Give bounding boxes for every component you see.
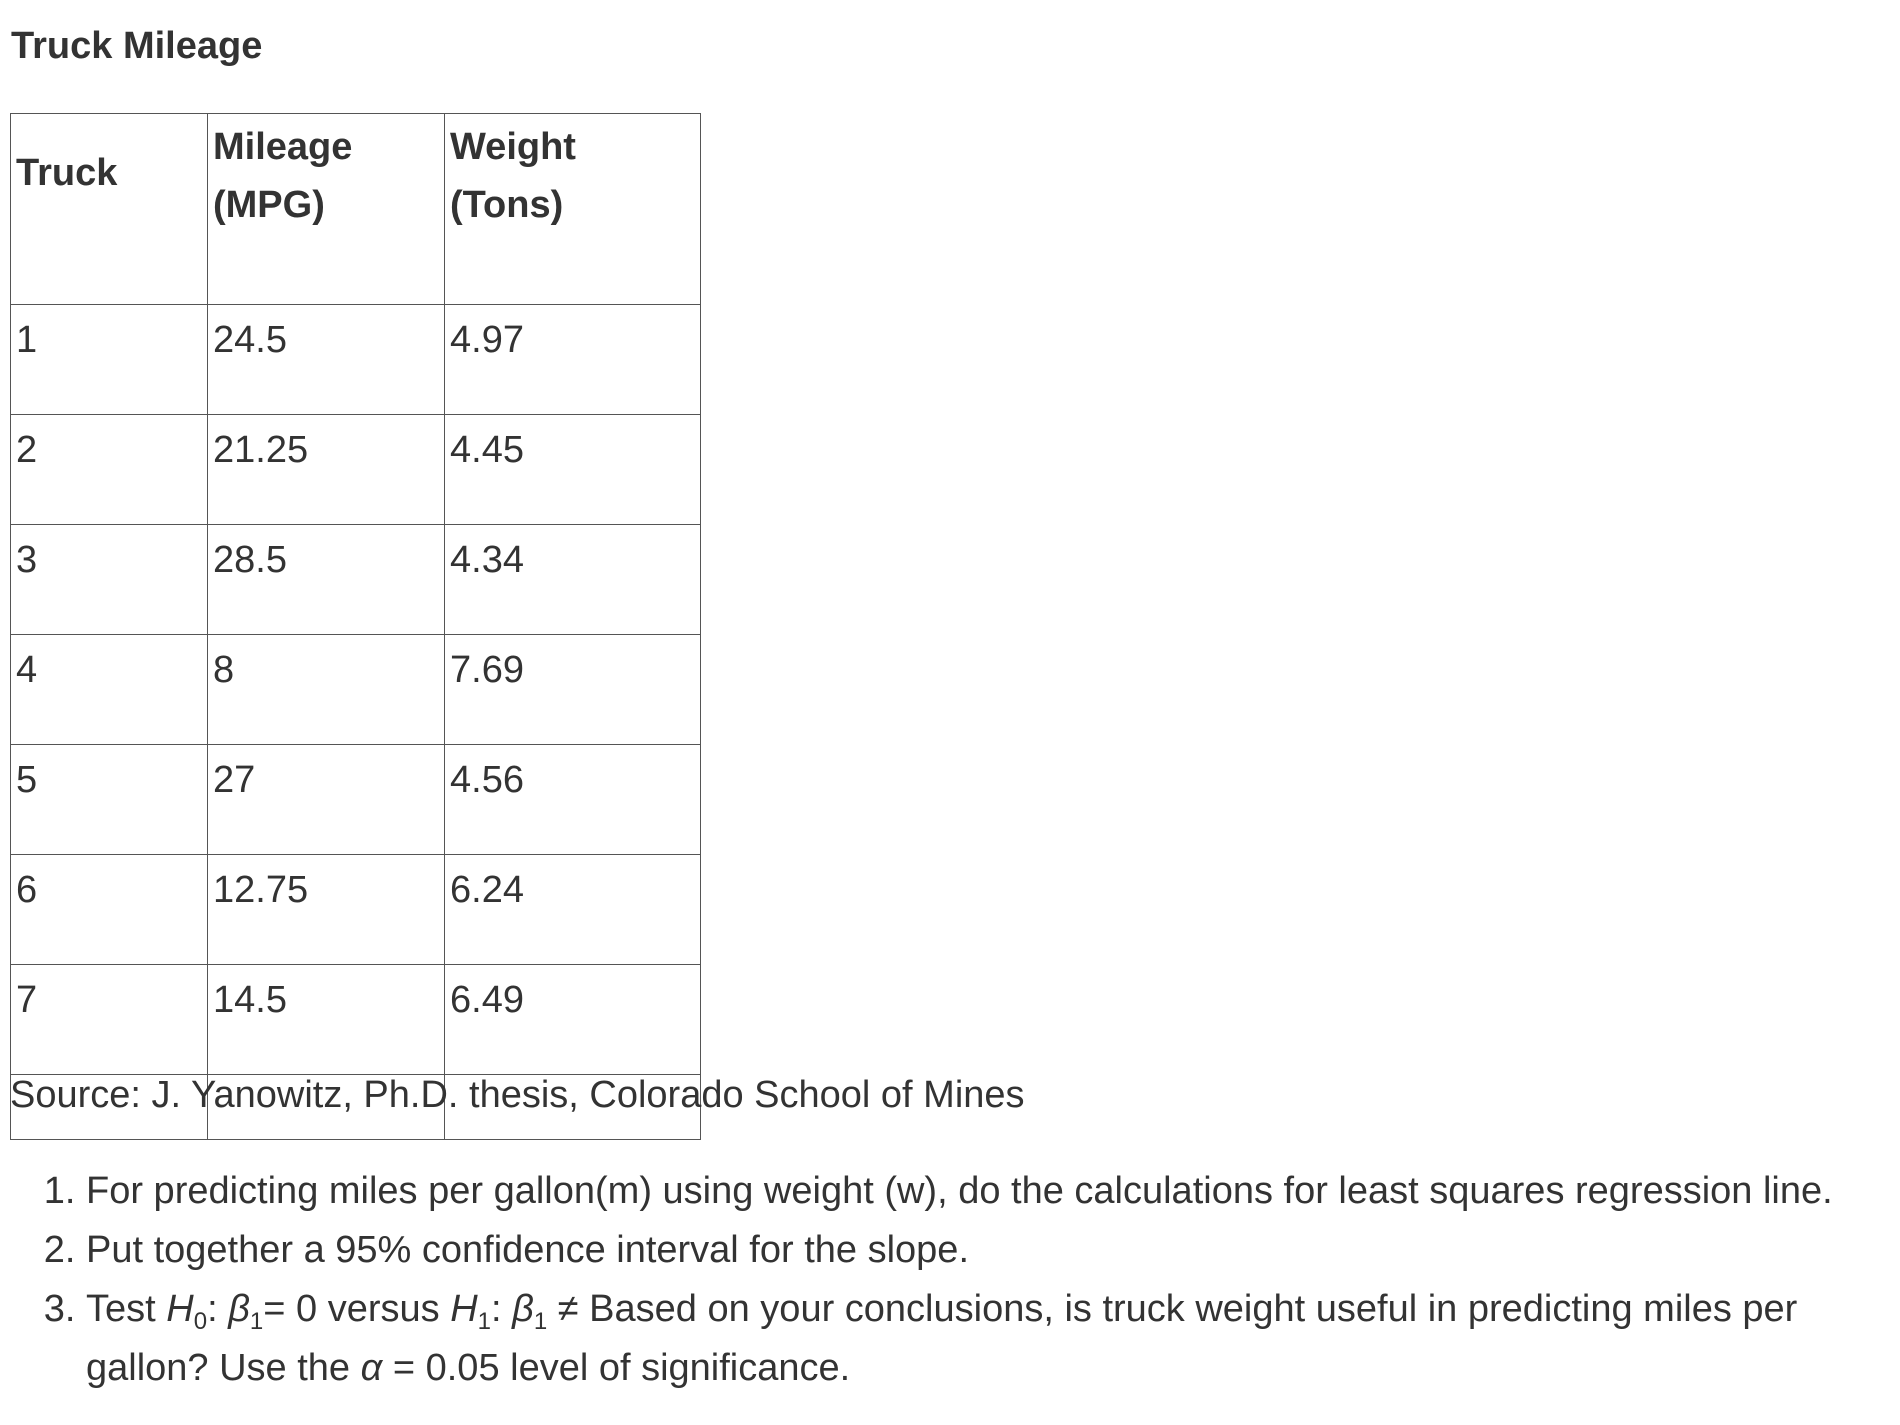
table-row: 4 8 7.69 xyxy=(10,634,701,745)
cell-empty xyxy=(10,1074,208,1140)
beta-symbol-2: β xyxy=(512,1288,534,1330)
table-row: 5 27 4.56 xyxy=(10,744,701,855)
column-header-weight: Weight (Tons) xyxy=(444,113,701,305)
cell-mileage: 28.5 xyxy=(207,524,445,635)
table-row: 2 21.25 4.45 xyxy=(10,414,701,525)
h1-subscript: 1 xyxy=(477,1308,491,1335)
column-header-mileage-line2: (MPG) xyxy=(213,184,325,226)
truck-mileage-table: Truck Mileage (MPG) Weight (Tons) 1 24.5 4… xyxy=(10,113,701,1140)
cell-mileage: 27 xyxy=(207,744,445,855)
cell-truck: 3 xyxy=(10,524,208,635)
cell-weight: 4.56 xyxy=(444,744,701,855)
cell-weight: 6.24 xyxy=(444,854,701,965)
table-row: 1 24.5 4.97 xyxy=(10,304,701,415)
beta-subscript-2: 1 xyxy=(533,1308,548,1335)
table-header-row: Truck Mileage (MPG) Weight (Tons) xyxy=(10,113,701,305)
cell-empty xyxy=(444,1074,701,1140)
cell-truck: 2 xyxy=(10,414,208,525)
cell-mileage: 14.5 xyxy=(207,964,445,1075)
equals-zero-text: = 0 versus xyxy=(263,1288,451,1330)
column-header-weight-line2: (Tons) xyxy=(450,184,564,226)
h1-symbol: H xyxy=(450,1288,478,1330)
h0-subscript: 0 xyxy=(193,1308,208,1335)
cell-truck: 5 xyxy=(10,744,208,855)
cell-weight: 4.45 xyxy=(444,414,701,525)
table-row: 6 12.75 6.24 xyxy=(10,854,701,965)
page-title: Truck Mileage xyxy=(11,25,263,67)
list-item: Put together a 95% confidence interval f… xyxy=(86,1221,1900,1280)
column-header-truck-label: Truck xyxy=(16,152,118,194)
alpha-symbol: α xyxy=(360,1347,383,1389)
colon-2: : xyxy=(491,1288,513,1330)
list-item: Test H0: β1= 0 versus H1: β1 ≠ Based on … xyxy=(86,1280,1900,1398)
cell-weight: 6.49 xyxy=(444,964,701,1075)
cell-weight: 4.34 xyxy=(444,524,701,635)
source-citation: Source: J. Yanowitz, Ph.D. thesis, Color… xyxy=(10,1074,1025,1116)
cell-truck: 1 xyxy=(10,304,208,415)
cell-mileage: 12.75 xyxy=(207,854,445,965)
beta-symbol: β xyxy=(228,1288,250,1330)
question-1-text: For predicting miles per gallon(m) using… xyxy=(86,1170,1833,1212)
cell-truck: 7 xyxy=(10,964,208,1075)
cell-truck: 6 xyxy=(10,854,208,965)
beta-subscript: 1 xyxy=(249,1308,264,1335)
table-row-empty xyxy=(10,1074,701,1140)
question-list: For predicting miles per gallon(m) using… xyxy=(40,1162,1900,1398)
table-row: 3 28.5 4.34 xyxy=(10,524,701,635)
cell-mileage: 24.5 xyxy=(207,304,445,415)
column-header-mileage-line1: Mileage xyxy=(213,126,353,168)
h0-symbol: H xyxy=(166,1288,194,1330)
column-header-truck: Truck xyxy=(10,113,208,305)
question-3-tail: = 0.05 level of significance. xyxy=(382,1347,851,1389)
cell-mileage: 8 xyxy=(207,634,445,745)
cell-empty xyxy=(207,1074,445,1140)
question-2-text: Put together a 95% confidence interval f… xyxy=(86,1229,969,1271)
cell-truck: 4 xyxy=(10,634,208,745)
column-header-mileage: Mileage (MPG) xyxy=(207,113,445,305)
cell-weight: 4.97 xyxy=(444,304,701,415)
question-3-prefix: Test xyxy=(86,1288,167,1330)
list-item: For predicting miles per gallon(m) using… xyxy=(86,1162,1900,1221)
cell-mileage: 21.25 xyxy=(207,414,445,525)
table-row: 7 14.5 6.49 xyxy=(10,964,701,1075)
colon-1: : xyxy=(207,1288,229,1330)
cell-weight: 7.69 xyxy=(444,634,701,745)
question-3-body: ≠ Based on your conclusions, is truck we… xyxy=(86,1288,1798,1389)
column-header-weight-line1: Weight xyxy=(450,126,576,168)
